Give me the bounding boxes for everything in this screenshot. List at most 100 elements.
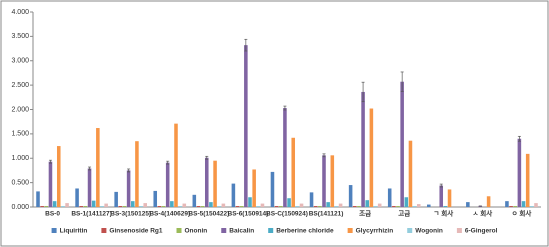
bar (270, 171, 275, 207)
bar (209, 202, 213, 207)
bar (56, 146, 61, 207)
x-tick-label: ㅅ 회사 (473, 209, 493, 218)
bar (231, 183, 236, 207)
legend-label: Ononin (185, 228, 208, 235)
y-tick-label: 0.000 (11, 204, 29, 211)
bar (365, 200, 370, 207)
error-bar (166, 160, 170, 165)
error-bar (361, 81, 365, 103)
bar (256, 206, 261, 207)
bar (48, 161, 53, 207)
bar (61, 206, 65, 207)
bar (338, 203, 343, 207)
bar (221, 203, 226, 207)
legend-swatch (456, 228, 462, 233)
bar (400, 81, 404, 207)
bar (447, 189, 452, 207)
bar (244, 45, 248, 208)
bar (478, 206, 483, 207)
bar (517, 138, 522, 207)
bar (40, 206, 44, 207)
bar (427, 204, 431, 207)
bar (283, 108, 287, 207)
legend-label: Berberine chloride (276, 228, 334, 235)
bar (509, 206, 513, 207)
bar (505, 201, 509, 207)
x-tick-label: ㄱ 회사 (433, 209, 453, 218)
legend-label: Glycyrrhizin (356, 228, 394, 235)
bar (260, 203, 265, 207)
error-bar (127, 168, 131, 173)
error-bar (283, 105, 287, 111)
x-tick-label: BS-5(150422) (188, 211, 229, 218)
bar (313, 206, 318, 207)
bar (200, 206, 205, 207)
bar (79, 206, 84, 207)
bar (161, 206, 166, 207)
error-bar (400, 71, 404, 92)
bar (196, 206, 201, 207)
legend-swatch (347, 228, 353, 233)
bar (404, 197, 409, 207)
bar (416, 204, 421, 207)
bar (217, 206, 222, 207)
bar (192, 194, 197, 207)
bar (369, 108, 374, 207)
bar (104, 203, 108, 207)
x-tick-label: BS-C(150924) (266, 211, 308, 218)
bar (326, 202, 330, 207)
bar (361, 91, 365, 207)
bar (521, 201, 526, 207)
bar (466, 202, 470, 207)
bar (408, 140, 413, 207)
bar (178, 206, 182, 207)
bar (44, 206, 49, 207)
bar (157, 206, 162, 207)
legend-swatch (176, 228, 182, 233)
x-tick-label: 조금 (359, 210, 371, 218)
bar (52, 201, 57, 207)
error-bar (517, 135, 521, 142)
bar (396, 206, 400, 207)
bar (83, 206, 88, 207)
bar (182, 203, 187, 207)
bar (122, 206, 127, 207)
bar (36, 191, 40, 207)
bar (357, 206, 361, 207)
bar (392, 206, 396, 207)
bar (377, 203, 382, 207)
legend-swatch (101, 228, 107, 233)
bar (213, 160, 217, 207)
bar (126, 170, 131, 207)
bar (135, 141, 139, 207)
bar (287, 198, 291, 207)
bar (525, 153, 530, 207)
bar (299, 203, 304, 207)
y-tick-label: 4.000 (11, 9, 29, 16)
y-tick-label: 1.000 (11, 155, 29, 162)
error-bar (322, 153, 326, 158)
bar (118, 206, 123, 207)
bar (443, 206, 448, 207)
bar (513, 206, 518, 207)
x-tick-label: BS-6(150914) (228, 211, 269, 218)
bar (143, 203, 147, 207)
bar (352, 206, 357, 207)
legend-label: Wogonin (415, 228, 443, 235)
bar (334, 206, 339, 207)
bar (309, 192, 314, 207)
legend-label: Ginsenoside Rg1 (109, 228, 162, 235)
y-tick-label: 3.000 (11, 58, 29, 65)
bar (318, 206, 322, 207)
bar (373, 206, 378, 207)
legend-label: Liquiritin (60, 228, 88, 235)
legend-swatch (221, 228, 227, 233)
bar (530, 206, 534, 207)
legend-swatch (407, 228, 413, 233)
error-bar (48, 159, 52, 164)
bar (75, 188, 79, 207)
bar (174, 123, 178, 207)
bar (248, 197, 252, 207)
bar (239, 206, 244, 207)
